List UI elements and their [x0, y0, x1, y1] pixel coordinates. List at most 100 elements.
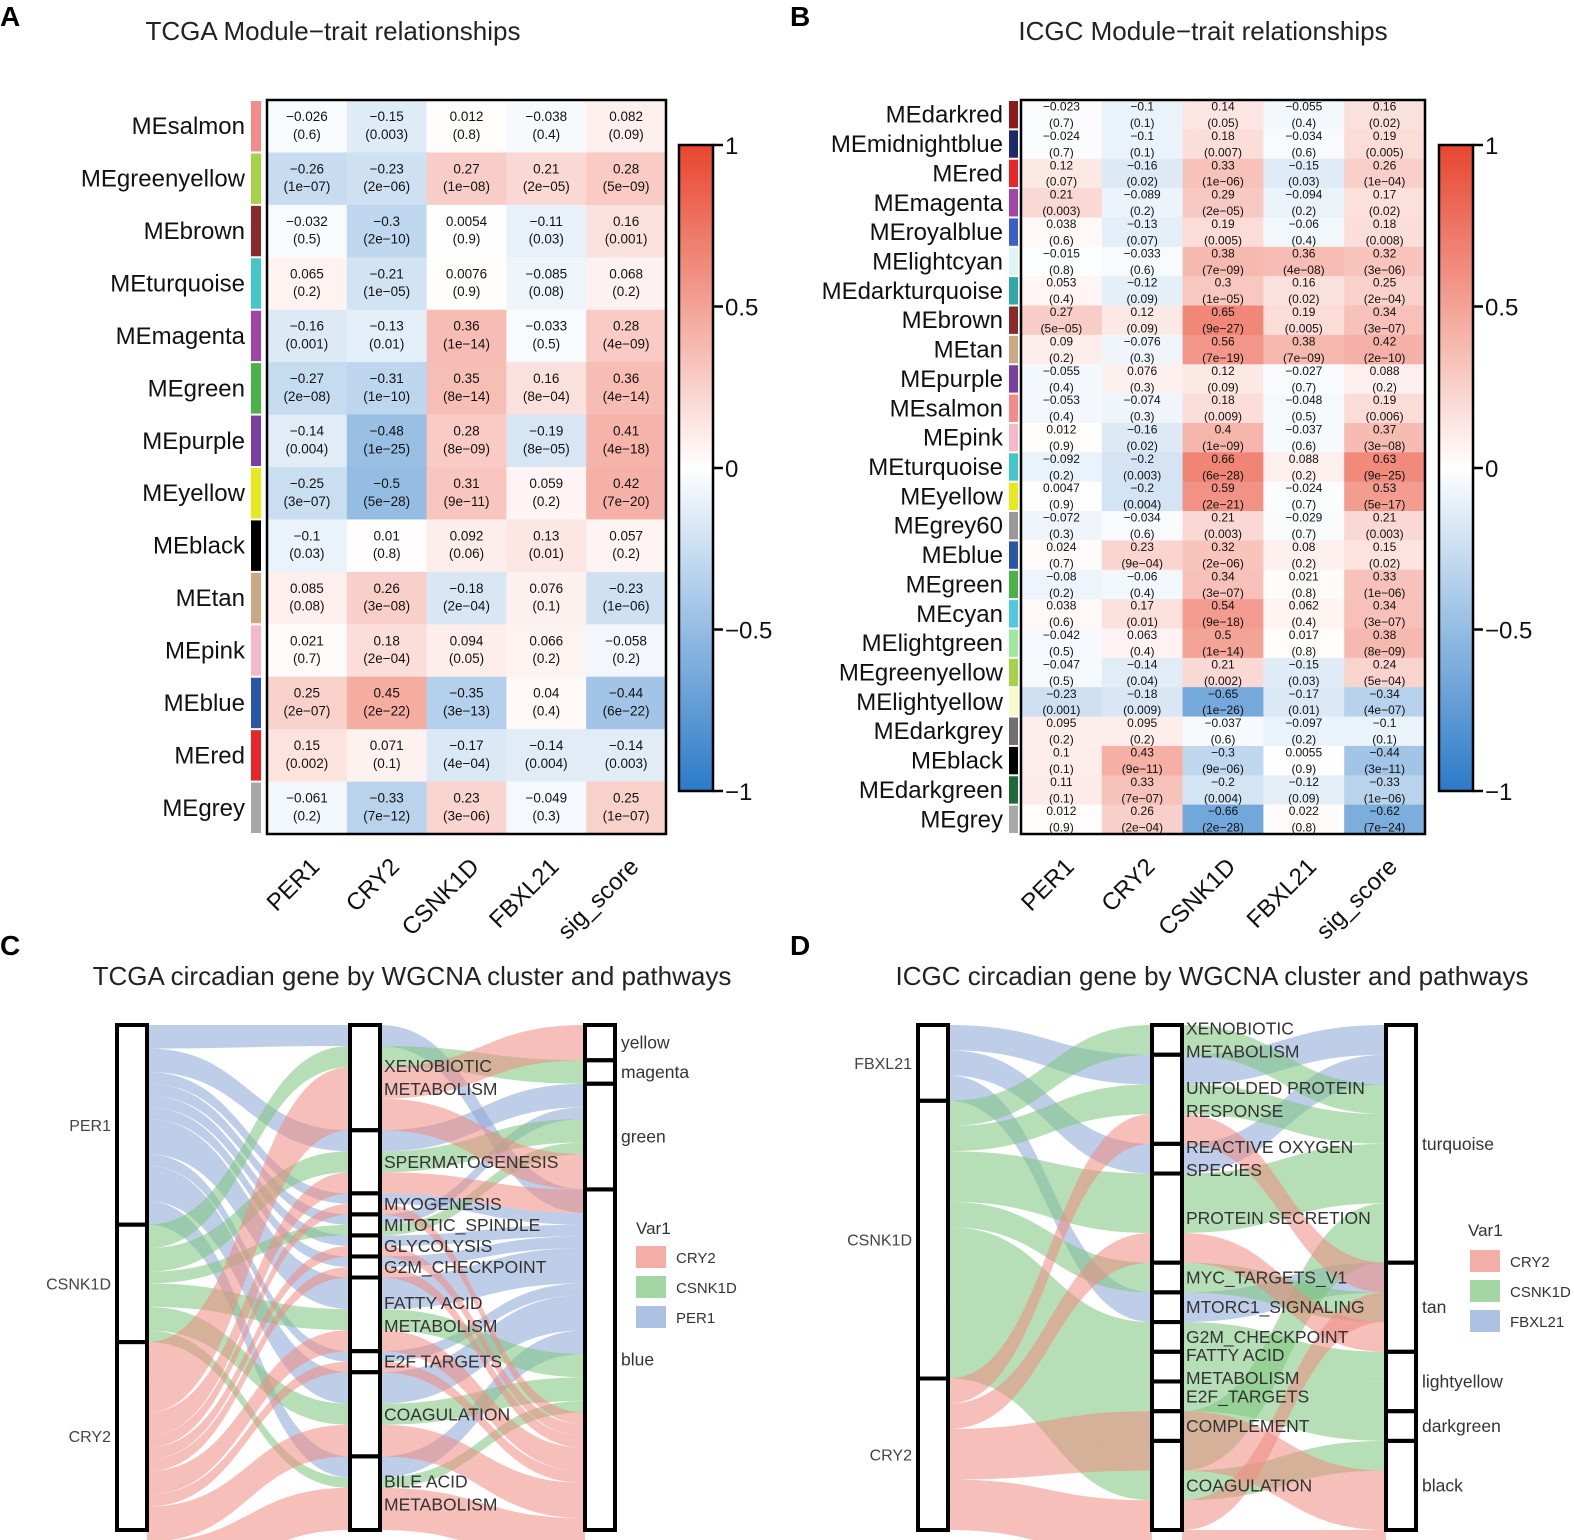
- heatmap-cell: [506, 571, 587, 625]
- alluvial-flow: [948, 1114, 1152, 1404]
- module-color-swatch: [1009, 247, 1018, 276]
- cell-correlation-label: −0.18: [449, 581, 483, 596]
- cell-correlation-label: −0.058: [605, 633, 647, 648]
- heatmap-cell: [506, 467, 587, 520]
- cell-correlation-label: 0.066: [529, 633, 563, 648]
- heatmap-cell: [586, 204, 667, 258]
- heatmap-cell: [506, 152, 587, 206]
- module-row-label: MEgrey: [162, 795, 245, 822]
- alluvial-flow: [1182, 1143, 1386, 1233]
- heatmap-cell: [506, 519, 587, 573]
- heatmap-cell: [1263, 657, 1345, 688]
- gene-stratum-label: CRY2: [870, 1447, 912, 1464]
- alluvial-flow: [948, 1025, 1152, 1126]
- cell-pvalue-label: (0.2): [532, 651, 560, 666]
- heatmap-cell: [1101, 481, 1184, 512]
- cell-pvalue-label: (4e−04): [443, 756, 490, 771]
- alluvial-flow: [147, 1361, 350, 1507]
- panel-c-legend-title: Var1: [636, 1219, 671, 1238]
- cell-correlation-label: 0.24: [1373, 657, 1397, 671]
- module-row-label: MEpurple: [900, 366, 1003, 393]
- cell-correlation-label: −0.19: [529, 424, 563, 439]
- cell-pvalue-label: (0.9): [1049, 439, 1074, 453]
- alluvial-stratum: [348, 1212, 382, 1238]
- heatmap-cell: [1182, 599, 1264, 629]
- alluvial-flow: [380, 1283, 585, 1362]
- trait-column-label: CSNK1D: [1153, 853, 1241, 941]
- cell-correlation-label: 0.038: [1046, 599, 1076, 613]
- heatmap-cell: [1182, 129, 1264, 160]
- cell-correlation-label: −0.12: [1289, 775, 1320, 789]
- cell-correlation-label: 0.66: [1211, 452, 1235, 466]
- cell-pvalue-label: (0.003): [1366, 527, 1404, 541]
- cell-pvalue-label: (3e−08): [363, 599, 410, 614]
- heatmap-cell: [1344, 364, 1426, 395]
- cell-correlation-label: −0.061: [286, 791, 328, 806]
- cell-pvalue-label: (0.4): [1291, 116, 1316, 130]
- cell-correlation-label: 0.34: [1373, 599, 1397, 613]
- alluvial-stratum: [1150, 1023, 1184, 1057]
- cell-correlation-label: −0.074: [1124, 393, 1161, 407]
- cell-pvalue-label: (4e−18): [603, 441, 650, 456]
- heatmap-cell: [267, 571, 348, 625]
- cell-correlation-label: 0.65: [1211, 305, 1235, 319]
- module-color-swatch: [251, 468, 261, 519]
- alluvial-flow: [147, 1067, 350, 1378]
- heatmap-cell: [506, 257, 587, 311]
- cell-correlation-label: −0.048: [1285, 393, 1322, 407]
- alluvial-flow: [948, 1411, 1152, 1455]
- pathway-stratum-label: COAGULATION: [1186, 1475, 1312, 1495]
- heatmap-cell: [426, 571, 507, 625]
- alluvial-stratum: [1150, 1409, 1184, 1443]
- cell-pvalue-label: (0.004): [1123, 498, 1161, 512]
- cell-pvalue-label: (0.005): [1285, 322, 1323, 336]
- module-row-label: MEbrown: [902, 307, 1003, 334]
- heatmap-cell: [267, 624, 348, 678]
- module-row-label: MEred: [932, 160, 1003, 187]
- cell-correlation-label: −0.48: [370, 424, 404, 439]
- alluvial-stratum: [1150, 1349, 1184, 1384]
- heatmap-cell: [1182, 158, 1264, 189]
- cell-pvalue-label: (5e−17): [1364, 498, 1406, 512]
- cell-correlation-label: −0.097: [1285, 716, 1322, 730]
- cell-correlation-label: 0.012: [450, 109, 484, 124]
- alluvial-flow: [380, 1330, 585, 1472]
- legend-swatch: [1470, 1250, 1500, 1272]
- module-color-swatch: [1009, 717, 1018, 745]
- heatmap-cell: [1021, 217, 1103, 248]
- heatmap-cell: [586, 519, 667, 573]
- cell-correlation-label: −0.033: [1124, 246, 1161, 260]
- cell-pvalue-label: (7e−09): [1202, 263, 1244, 277]
- pathway-stratum-label: FATTY ACID: [384, 1293, 483, 1313]
- cell-pvalue-label: (0.2): [1130, 204, 1155, 218]
- colorbar-tick-label: 0.5: [725, 295, 758, 322]
- alluvial-stratum: [348, 1275, 382, 1354]
- cell-pvalue-label: (5e−28): [363, 494, 410, 509]
- module-row-label: MEturquoise: [110, 271, 245, 298]
- alluvial-flow: [380, 1400, 585, 1488]
- heatmap-cell: [586, 676, 667, 730]
- heatmap-cell: [1344, 599, 1426, 629]
- cell-correlation-label: −0.33: [370, 791, 404, 806]
- alluvial-flow: [147, 1203, 350, 1448]
- heatmap-cell: [506, 676, 587, 730]
- cell-correlation-label: 0.45: [374, 686, 400, 701]
- cell-pvalue-label: (1e−06): [1202, 175, 1244, 189]
- heatmap-cell: [1101, 628, 1184, 659]
- cell-correlation-label: 0.54: [1211, 599, 1235, 613]
- cell-correlation-label: −0.027: [1285, 364, 1322, 378]
- cell-correlation-label: 0.0047: [1043, 481, 1080, 495]
- cluster-stratum-label: magenta: [621, 1062, 689, 1082]
- cell-correlation-label: −0.032: [286, 214, 328, 229]
- pathway-stratum-label: MYOGENESIS: [384, 1194, 502, 1214]
- heatmap-cell: [426, 519, 507, 573]
- cell-correlation-label: 0.27: [453, 161, 479, 176]
- module-row-label: MEgrey: [920, 806, 1003, 833]
- cell-pvalue-label: (0.03): [529, 232, 564, 247]
- heatmap-cell: [586, 729, 667, 783]
- alluvial-stratum: [1150, 1171, 1184, 1265]
- cell-correlation-label: −0.038: [525, 109, 567, 124]
- heatmap-cell: [1101, 540, 1184, 571]
- module-row-label: MEmagenta: [874, 190, 1004, 217]
- module-row-label: MEpink: [923, 425, 1004, 452]
